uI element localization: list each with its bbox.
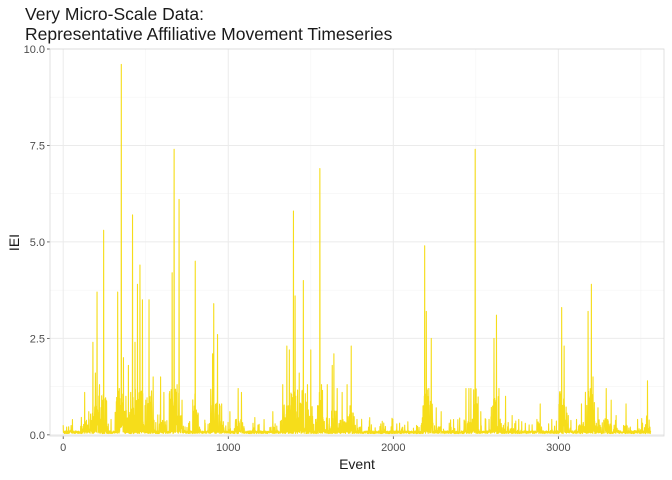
x-tick-label: 3000 <box>546 442 570 454</box>
chart-title-line-1: Very Micro-Scale Data: <box>25 4 204 24</box>
x-tick-label: 2000 <box>381 442 405 454</box>
axis-ticks: 0 1000 2000 3000 0.0 2.5 5.0 7.5 10.0 <box>24 44 571 454</box>
y-tick-label: 0.0 <box>30 430 45 442</box>
panel-border <box>49 48 665 437</box>
y-axis-title: IEI <box>6 234 22 251</box>
series-line <box>62 63 652 435</box>
y-tick-label: 5.0 <box>30 237 45 249</box>
series-layer <box>62 63 652 435</box>
x-axis-title: Event <box>339 456 375 472</box>
y-tick-label: 10.0 <box>24 44 45 56</box>
chart-title-line-2: Representative Affiliative Movement Time… <box>25 24 393 44</box>
grid <box>50 48 664 436</box>
y-tick-label: 7.5 <box>30 140 45 152</box>
x-tick-label: 1000 <box>216 442 240 454</box>
x-tick-label: 0 <box>60 442 66 454</box>
y-tick-label: 2.5 <box>30 333 45 345</box>
